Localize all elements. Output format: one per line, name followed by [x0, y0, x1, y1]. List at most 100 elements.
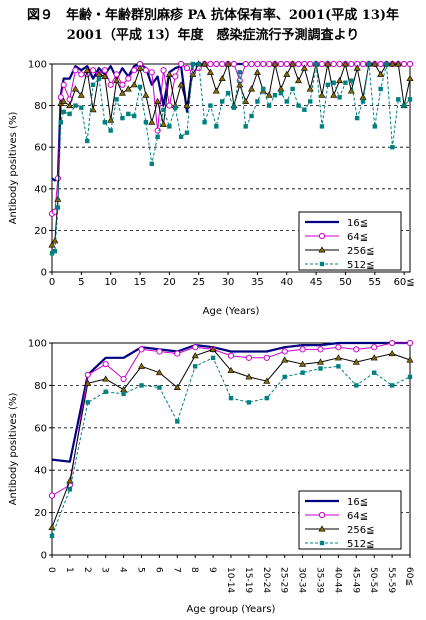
- x-tick-label: 3: [100, 567, 110, 573]
- data-point: [219, 60, 226, 68]
- data-point: [354, 383, 359, 388]
- data-point: [227, 366, 235, 374]
- data-point: [255, 99, 260, 104]
- data-point: [218, 74, 226, 82]
- data-point: [124, 85, 132, 92]
- data-point: [130, 81, 138, 88]
- data-point: [155, 134, 160, 139]
- legend-label: 16≦: [347, 218, 368, 229]
- x-tick-label: 55-59: [386, 567, 396, 593]
- data-point: [137, 362, 146, 369]
- x-tick-label: 30: [222, 277, 235, 288]
- x-tick-label: 50: [339, 277, 352, 288]
- legend-label: 256≦: [347, 246, 374, 257]
- data-point: [142, 91, 150, 98]
- data-point: [406, 60, 414, 68]
- data-point: [401, 103, 407, 108]
- data-point: [101, 67, 108, 74]
- y-axis-label: Antibody positives (%): [8, 393, 19, 506]
- series-line: [51, 63, 411, 254]
- data-point: [227, 352, 235, 359]
- data-point: [284, 99, 289, 104]
- data-point: [178, 60, 185, 68]
- data-point: [264, 395, 269, 401]
- data-point: [121, 391, 126, 397]
- data-point: [118, 89, 126, 96]
- data-point: [84, 371, 91, 378]
- y-axis-label: Antibody positives (%): [8, 112, 19, 225]
- data-point: [137, 84, 143, 90]
- data-point: [243, 124, 248, 129]
- data-point: [191, 352, 199, 359]
- data-point: [193, 364, 198, 369]
- x-axis-label: Age (Years): [203, 306, 260, 317]
- data-point: [71, 85, 79, 92]
- data-point: [120, 375, 127, 383]
- data-point: [89, 106, 97, 113]
- data-point: [308, 99, 313, 104]
- data-point: [261, 86, 266, 92]
- data-point: [336, 60, 343, 68]
- data-point: [190, 61, 196, 67]
- data-point: [49, 251, 55, 256]
- data-point: [249, 113, 254, 119]
- data-point: [283, 70, 291, 77]
- data-point: [60, 81, 67, 88]
- y-tick-label: 0: [41, 551, 47, 562]
- data-point: [212, 87, 220, 94]
- data-point: [54, 175, 61, 182]
- data-point: [331, 80, 336, 85]
- data-point: [388, 349, 396, 357]
- data-point: [318, 366, 323, 371]
- data-point: [83, 66, 91, 73]
- data-point: [165, 70, 173, 77]
- data-point: [359, 60, 367, 68]
- data-point: [352, 358, 360, 365]
- data-point: [102, 375, 110, 382]
- data-point: [173, 105, 178, 110]
- x-tick-label: 50-54: [368, 567, 378, 593]
- data-point: [184, 130, 190, 135]
- data-point: [228, 395, 234, 401]
- data-point: [300, 370, 305, 375]
- data-point: [101, 72, 109, 79]
- data-point: [245, 373, 253, 380]
- data-point: [336, 364, 341, 369]
- data-point: [245, 354, 252, 361]
- data-point: [335, 344, 342, 351]
- data-point: [61, 109, 66, 115]
- data-point: [349, 78, 354, 83]
- data-point: [66, 101, 74, 109]
- legend-label: 512≦: [347, 539, 374, 550]
- x-tick-label: 5: [78, 277, 84, 288]
- data-point: [394, 60, 402, 67]
- data-point: [114, 97, 119, 102]
- data-point: [389, 339, 396, 347]
- x-tick-label: 45-49: [350, 567, 360, 593]
- legend-marker: [319, 540, 325, 546]
- data-point: [89, 67, 97, 74]
- x-tick-label: 9: [207, 567, 217, 573]
- data-point: [225, 90, 231, 96]
- data-point: [84, 379, 92, 386]
- legend-marker: [318, 525, 326, 532]
- data-point: [139, 383, 144, 388]
- data-point: [192, 344, 199, 351]
- data-point: [107, 116, 115, 123]
- figure-title-line2: 2001（平成 13）年度 感染症流行予測調査より: [66, 28, 360, 43]
- y-tick-label: 60: [34, 423, 47, 434]
- data-point: [353, 346, 360, 353]
- data-point: [73, 103, 78, 108]
- data-point: [316, 358, 325, 365]
- data-point: [317, 346, 324, 353]
- data-point: [113, 71, 120, 78]
- series-1: [51, 341, 410, 463]
- data-point: [406, 74, 414, 82]
- data-point: [48, 492, 56, 499]
- data-point: [177, 81, 185, 88]
- legend-label: 512≦: [347, 260, 374, 271]
- data-point: [253, 68, 261, 75]
- data-point: [51, 237, 59, 244]
- data-point: [125, 75, 132, 82]
- y-tick-label: 100: [28, 339, 47, 350]
